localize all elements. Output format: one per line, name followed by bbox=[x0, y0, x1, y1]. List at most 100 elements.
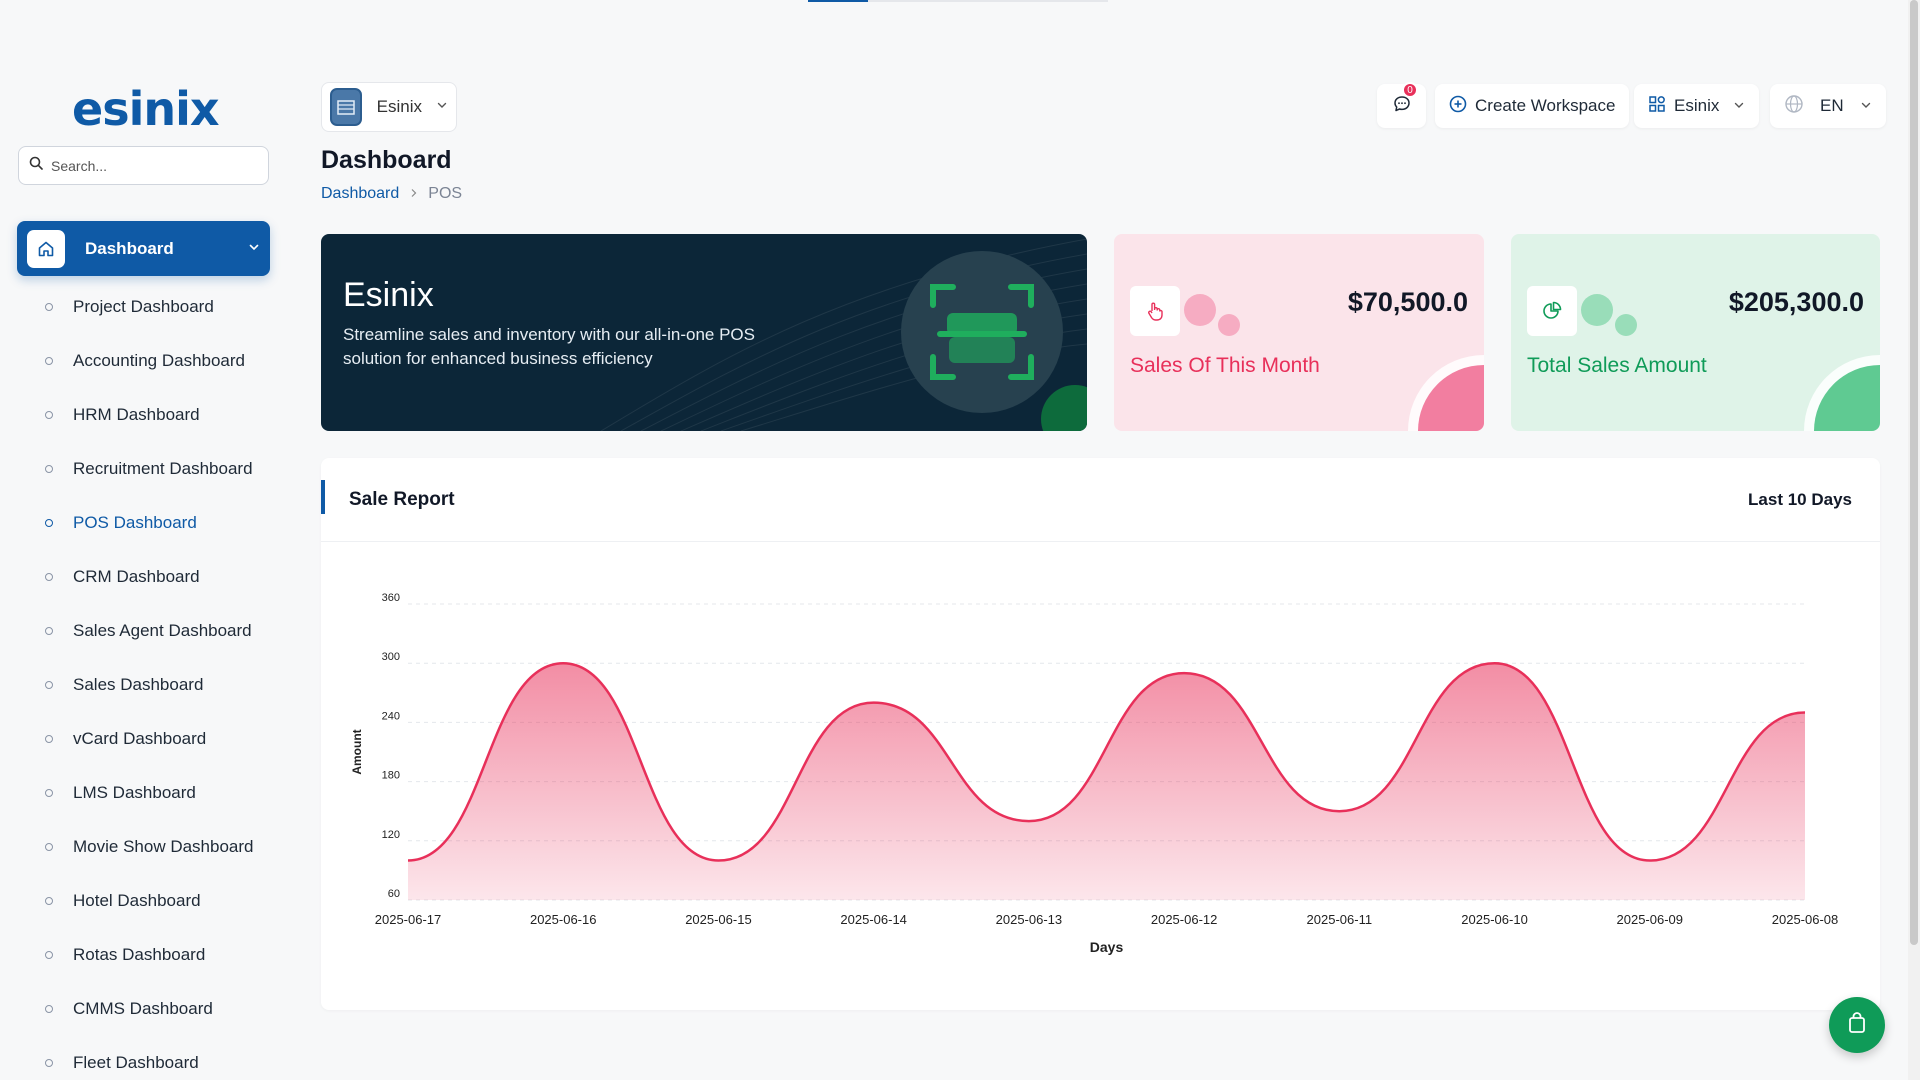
x-tick-label: 2025-06-08 bbox=[1772, 912, 1839, 927]
sidebar-subitem[interactable]: HRM Dashboard bbox=[0, 388, 285, 442]
sidebar-subitem[interactable]: Accounting Dashboard bbox=[0, 334, 285, 388]
search-input[interactable] bbox=[51, 157, 251, 174]
period-filter[interactable]: Last 10 Days bbox=[1748, 489, 1852, 509]
workspace-menu-button[interactable]: Esinix bbox=[1634, 84, 1760, 128]
decorative-quarter-circle bbox=[1418, 365, 1484, 431]
language-selector[interactable]: EN bbox=[1770, 84, 1886, 128]
hero-description: Streamline sales and inventory with our … bbox=[343, 325, 755, 368]
language-label: EN bbox=[1820, 96, 1844, 115]
sidebar-subitem[interactable]: Fleet Dashboard bbox=[0, 1036, 285, 1080]
sidebar-subitem-label: CRM Dashboard bbox=[73, 567, 200, 586]
create-workspace-label: Create Workspace bbox=[1475, 96, 1616, 115]
sidebar-subitem-label: Project Dashboard bbox=[73, 297, 214, 316]
chevron-right-icon bbox=[409, 185, 418, 203]
sale-report-title: Sale Report bbox=[349, 488, 455, 510]
sidebar-subitem-label: Recruitment Dashboard bbox=[73, 459, 253, 478]
sidebar: esinix Dashboard Project Dashboard Accoun… bbox=[0, 0, 285, 1080]
pie-chart-icon bbox=[1527, 286, 1577, 336]
y-tick-label: 180 bbox=[382, 770, 400, 782]
create-workspace-button[interactable]: Create Workspace bbox=[1435, 84, 1630, 128]
monthly-sales-amount: $70,500.0 bbox=[1347, 287, 1468, 317]
workspace-avatar bbox=[330, 88, 362, 126]
workspace-name: Esinix bbox=[376, 97, 422, 116]
sidebar-subitem[interactable]: vCard Dashboard bbox=[0, 712, 285, 766]
decorative-bubble bbox=[1218, 314, 1240, 336]
sidebar-subitem-label: POS Dashboard bbox=[73, 513, 197, 532]
data-point bbox=[1181, 670, 1187, 676]
sidebar-subitem-label: Accounting Dashboard bbox=[73, 351, 246, 370]
page-title: Dashboard bbox=[321, 146, 452, 174]
bullet-icon bbox=[45, 303, 53, 311]
chevron-down-icon bbox=[436, 98, 448, 116]
y-tick-label: 240 bbox=[382, 710, 400, 722]
sidebar-subitem[interactable]: CMMS Dashboard bbox=[0, 982, 285, 1036]
sidebar-subitem-label: Sales Dashboard bbox=[73, 675, 204, 694]
bullet-icon bbox=[45, 411, 53, 419]
sidebar-subitem[interactable]: Hotel Dashboard bbox=[0, 874, 285, 928]
bullet-icon bbox=[45, 735, 53, 743]
decorative-bubble bbox=[1581, 294, 1613, 326]
sidebar-subitem[interactable]: Recruitment Dashboard bbox=[0, 442, 285, 496]
notifications-button[interactable]: 0 bbox=[1377, 82, 1426, 128]
total-sales-title: Total Sales Amount bbox=[1527, 354, 1707, 377]
page-scrollbar[interactable] bbox=[1908, 0, 1920, 1080]
bullet-icon bbox=[45, 681, 53, 689]
x-tick-label: 2025-06-12 bbox=[1151, 912, 1218, 927]
sidebar-subitem-label: vCard Dashboard bbox=[73, 729, 207, 748]
sidebar-subitem-label: Hotel Dashboard bbox=[73, 891, 201, 910]
bullet-icon bbox=[45, 843, 53, 851]
sidebar-subitem[interactable]: Sales Dashboard bbox=[0, 658, 285, 712]
sale-report-card: Sale Report Last 10 Days 60 120 180 240 300 3… bbox=[321, 458, 1880, 1010]
hero-banner: Esinix Streamline sales and inventory wi… bbox=[321, 234, 1087, 431]
hand-pointer-icon bbox=[1130, 286, 1180, 336]
brand-logo[interactable]: esinix bbox=[72, 82, 220, 136]
sidebar-subitem[interactable]: Rotas Dashboard bbox=[0, 928, 285, 982]
x-tick-label: 2025-06-15 bbox=[685, 912, 752, 927]
bullet-icon bbox=[45, 897, 53, 905]
data-point bbox=[1802, 710, 1808, 716]
bullet-icon bbox=[45, 951, 53, 959]
sidebar-item-dashboard[interactable]: Dashboard bbox=[17, 221, 270, 276]
decorative-bubble bbox=[1184, 294, 1216, 326]
x-tick-label: 2025-06-14 bbox=[840, 912, 907, 927]
search-icon bbox=[29, 156, 43, 175]
sale-report-header: Sale Report Last 10 Days bbox=[321, 458, 1880, 542]
sidebar-item-label: Dashboard bbox=[85, 238, 174, 258]
sidebar-subitem[interactable]: Project Dashboard bbox=[0, 280, 285, 334]
cart-button[interactable] bbox=[1829, 997, 1885, 1053]
y-tick-label: 60 bbox=[388, 888, 400, 900]
x-tick-label: 2025-06-16 bbox=[530, 912, 597, 927]
sidebar-subitem-label: Fleet Dashboard bbox=[73, 1053, 199, 1072]
sidebar-subitem-label: HRM Dashboard bbox=[73, 405, 200, 424]
sidebar-subitem[interactable]: POS Dashboard bbox=[0, 496, 285, 550]
bullet-icon bbox=[45, 465, 53, 473]
chevron-down-icon bbox=[1733, 96, 1745, 116]
sidebar-search[interactable] bbox=[18, 146, 269, 185]
x-tick-label: 2025-06-10 bbox=[1461, 912, 1528, 927]
total-sales-amount: $205,300.0 bbox=[1728, 287, 1864, 317]
bullet-icon bbox=[45, 1005, 53, 1013]
chevron-down-icon bbox=[248, 240, 260, 258]
bullet-icon bbox=[45, 1059, 53, 1067]
data-point bbox=[405, 858, 411, 864]
bullet-icon bbox=[45, 357, 53, 365]
data-point bbox=[871, 700, 877, 706]
plus-circle-icon bbox=[1449, 95, 1467, 118]
home-icon bbox=[27, 229, 65, 268]
sidebar-subitem[interactable]: Movie Show Dashboard bbox=[0, 820, 285, 874]
sidebar-subitem[interactable]: LMS Dashboard bbox=[0, 766, 285, 820]
bullet-icon bbox=[45, 519, 53, 527]
workspace-switcher[interactable]: Esinix bbox=[321, 82, 457, 132]
sidebar-subitem[interactable]: CRM Dashboard bbox=[0, 550, 285, 604]
data-point bbox=[1647, 858, 1653, 864]
scanner-icon bbox=[901, 251, 1063, 413]
apps-icon bbox=[1648, 95, 1666, 118]
sidebar-subitem-label: Rotas Dashboard bbox=[73, 945, 206, 964]
y-tick-label: 120 bbox=[382, 829, 400, 841]
monthly-sales-title: Sales Of This Month bbox=[1130, 354, 1320, 377]
sidebar-subitem[interactable]: Sales Agent Dashboard bbox=[0, 604, 285, 658]
breadcrumb-current: POS bbox=[428, 185, 463, 202]
y-axis-label: Amount bbox=[350, 729, 364, 774]
breadcrumb-dashboard-link[interactable]: Dashboard bbox=[321, 185, 400, 202]
y-tick-label: 360 bbox=[382, 592, 400, 604]
